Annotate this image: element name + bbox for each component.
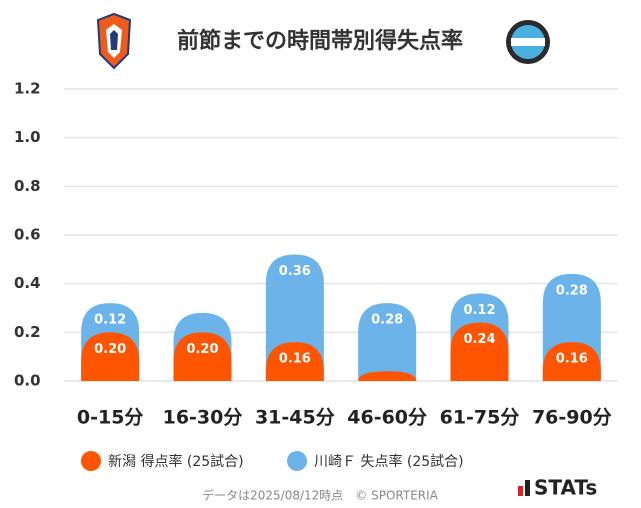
value-label: 0.28 <box>556 283 588 298</box>
x-tick-label: 61-75分 <box>440 407 520 429</box>
value-label: 0.16 <box>279 352 311 367</box>
value-label: 0.16 <box>556 352 588 367</box>
bar <box>542 342 601 381</box>
bar <box>358 303 417 381</box>
away-logo <box>506 20 550 64</box>
x-tick-label: 0-15分 <box>77 407 144 429</box>
bar <box>265 342 324 381</box>
home-logo <box>96 12 132 70</box>
x-tick-label: 31-45分 <box>255 407 335 429</box>
bar <box>173 332 232 381</box>
bar <box>358 371 417 381</box>
y-tick-label: 1.2 <box>14 80 41 98</box>
x-tick-label: 46-60分 <box>347 407 427 429</box>
value-label: 0.12 <box>94 313 126 328</box>
value-label: 0.24 <box>463 332 495 347</box>
legend-label: 川崎Ｆ 失点率 (25試合) <box>314 453 464 470</box>
y-tick-label: 1.0 <box>14 128 41 146</box>
bar <box>81 332 140 381</box>
x-tick-label: 16-30分 <box>163 407 243 429</box>
legend-swatch <box>287 451 307 471</box>
value-label: 0.28 <box>371 313 403 328</box>
y-tick-label: 0.2 <box>14 323 41 341</box>
chart-title: 前節までの時間帯別得失点率 <box>177 28 463 54</box>
y-tick-label: 0.6 <box>14 226 41 244</box>
bar <box>450 322 509 381</box>
x-tick-label: 76-90分 <box>532 407 612 429</box>
brand-text: STATs <box>534 476 597 500</box>
value-label: 0.20 <box>186 342 218 357</box>
y-tick-label: 0.8 <box>14 177 41 195</box>
y-tick-label: 0.4 <box>14 274 41 292</box>
legend-label: 新潟 得点率 (25試合) <box>108 453 244 470</box>
legend-swatch <box>81 451 101 471</box>
legend: 新潟 得点率 (25試合) 川崎Ｆ 失点率 (25試合) <box>81 451 464 471</box>
value-label: 0.36 <box>279 264 311 279</box>
brand-logo: STATs <box>518 476 597 500</box>
footer-note: データは2025/08/12時点 © SPORTERIA <box>202 488 439 503</box>
y-tick-label: 0.0 <box>14 372 41 390</box>
value-label: 0.20 <box>94 342 126 357</box>
value-label: 0.12 <box>463 303 495 318</box>
